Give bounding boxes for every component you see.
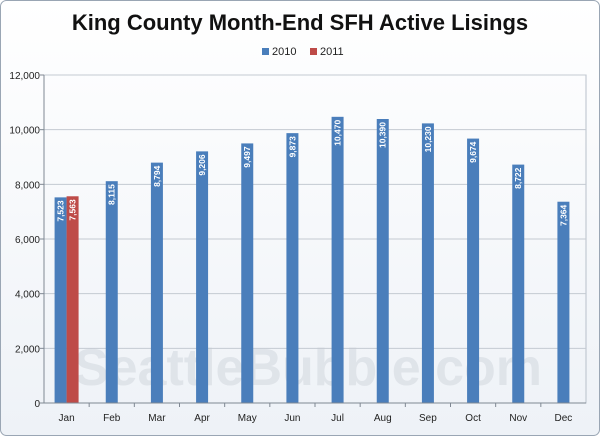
data-label: 7,563 — [68, 199, 78, 221]
x-tick-label: Mar — [148, 413, 166, 424]
bar-2010-jun — [286, 133, 299, 403]
x-tick-label: Nov — [509, 413, 527, 424]
data-label: 9,497 — [242, 146, 252, 168]
bar-2010-jan — [54, 197, 67, 403]
bar-2010-feb — [105, 181, 118, 403]
y-tick-label: 2,000 — [15, 344, 40, 355]
data-label: 9,873 — [287, 136, 297, 158]
x-tick-label: Apr — [194, 413, 210, 424]
bar-2010-apr — [196, 151, 209, 403]
chart-legend: 2010 2011 — [262, 46, 344, 58]
bar-2010-oct — [467, 138, 480, 403]
data-label: 8,794 — [152, 165, 162, 187]
data-label: 10,390 — [378, 122, 388, 148]
chart-title: King County Month-End SFH Active Lisings — [72, 10, 528, 35]
bar-2011-jan — [66, 196, 79, 403]
y-tick-label: 0 — [34, 399, 40, 410]
x-tick-label: Jun — [284, 413, 300, 424]
data-label: 8,115 — [107, 184, 117, 205]
data-label: 10,230 — [423, 126, 433, 152]
data-label: 9,206 — [197, 154, 207, 176]
y-axis: 0 2,000 4,000 6,000 8,000 10,000 12,000 — [9, 71, 45, 410]
y-tick-label: 12,000 — [9, 71, 40, 82]
bar-2010-dec — [557, 201, 570, 403]
x-axis: Jan Feb Mar Apr May Jun Jul Aug Sep Oct Nov Dec — [44, 402, 586, 424]
x-tick-label: Oct — [465, 413, 481, 424]
data-label: 10,470 — [333, 120, 343, 146]
bar-2010-sep — [421, 123, 434, 403]
bar-2010-nov — [512, 164, 525, 403]
x-tick-label: May — [238, 413, 257, 424]
x-tick-label: Aug — [374, 413, 392, 424]
bar-2010-jul — [331, 116, 344, 403]
legend-label-2010: 2010 — [272, 46, 296, 58]
y-tick-label: 8,000 — [15, 180, 40, 191]
x-tick-label: Jul — [331, 413, 344, 424]
legend-swatch-2010 — [262, 48, 269, 55]
data-label: 7,364 — [558, 204, 568, 226]
y-tick-label: 6,000 — [15, 235, 40, 246]
bar-2010-may — [241, 143, 254, 403]
y-tick-label: 10,000 — [9, 126, 40, 137]
x-tick-label: Feb — [103, 413, 121, 424]
y-tick-label: 4,000 — [15, 290, 40, 301]
bar-2010-aug — [376, 119, 389, 404]
bar-series: 7,523 7,563 8,115 8,794 9,206 9,497 9,873 10,47… — [54, 116, 570, 404]
data-label: 9,674 — [468, 141, 478, 163]
data-label: 8,722 — [513, 167, 523, 189]
data-label: 7,523 — [56, 200, 66, 222]
legend-label-2011: 2011 — [320, 46, 344, 58]
bar-2010-mar — [150, 162, 163, 403]
x-tick-label: Jan — [59, 413, 75, 424]
x-tick-label: Sep — [419, 413, 437, 424]
legend-swatch-2011 — [310, 48, 317, 55]
x-tick-label: Dec — [555, 413, 573, 424]
